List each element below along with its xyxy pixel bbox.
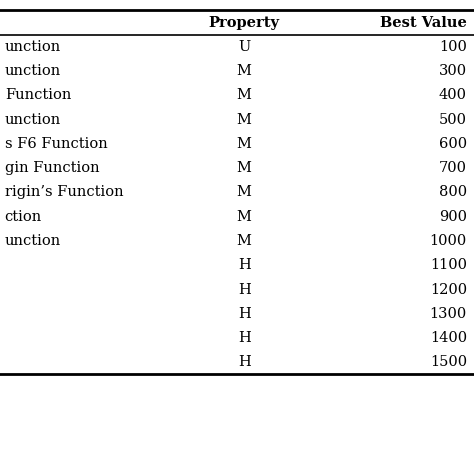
Text: 1200: 1200 xyxy=(430,283,467,297)
Text: 1300: 1300 xyxy=(429,307,467,321)
Text: M: M xyxy=(237,210,252,224)
Text: H: H xyxy=(238,331,250,345)
Text: 400: 400 xyxy=(439,88,467,102)
Text: M: M xyxy=(237,185,252,200)
Text: 300: 300 xyxy=(439,64,467,78)
Text: unction: unction xyxy=(5,40,61,54)
Text: M: M xyxy=(237,234,252,248)
Text: 600: 600 xyxy=(439,137,467,151)
Text: 100: 100 xyxy=(439,40,467,54)
Text: 800: 800 xyxy=(439,185,467,200)
Text: rigin’s Function: rigin’s Function xyxy=(5,185,123,200)
Text: ction: ction xyxy=(5,210,42,224)
Text: M: M xyxy=(237,137,252,151)
Text: 900: 900 xyxy=(439,210,467,224)
Text: unction: unction xyxy=(5,234,61,248)
Text: unction: unction xyxy=(5,64,61,78)
Text: 1500: 1500 xyxy=(430,356,467,369)
Text: 500: 500 xyxy=(439,113,467,127)
Text: 1000: 1000 xyxy=(429,234,467,248)
Text: Best Value: Best Value xyxy=(380,16,467,29)
Text: 1100: 1100 xyxy=(430,258,467,272)
Text: H: H xyxy=(238,283,250,297)
Text: M: M xyxy=(237,88,252,102)
Text: H: H xyxy=(238,258,250,272)
Text: M: M xyxy=(237,161,252,175)
Text: U: U xyxy=(238,40,250,54)
Text: M: M xyxy=(237,113,252,127)
Text: unction: unction xyxy=(5,113,61,127)
Text: M: M xyxy=(237,64,252,78)
Text: s F6 Function: s F6 Function xyxy=(5,137,108,151)
Text: Function: Function xyxy=(5,88,71,102)
Text: gin Function: gin Function xyxy=(5,161,100,175)
Text: Property: Property xyxy=(209,16,280,29)
Text: H: H xyxy=(238,356,250,369)
Text: H: H xyxy=(238,307,250,321)
Text: 1400: 1400 xyxy=(430,331,467,345)
Text: 700: 700 xyxy=(439,161,467,175)
